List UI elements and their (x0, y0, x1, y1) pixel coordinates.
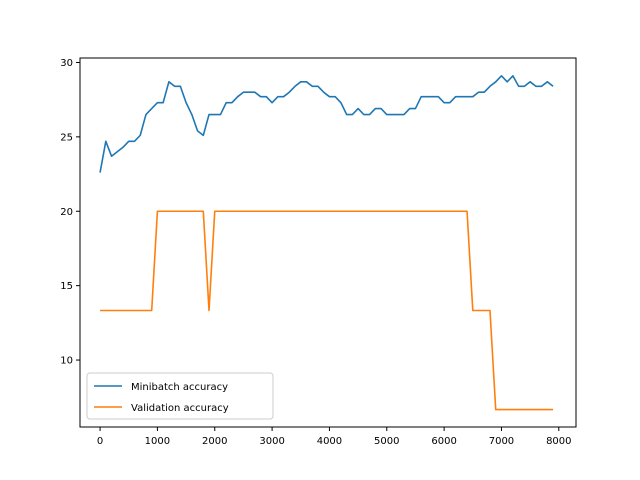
series-line-0 (99, 75, 554, 173)
x-axis: 0 1000 2000 3000 4000 5000 6000 7000 8000 (97, 427, 572, 447)
x-tick-label: 8000 (546, 436, 571, 447)
legend-label-validation: Validation accuracy (131, 403, 229, 414)
legend-label-minibatch: Minibatch accuracy (131, 382, 228, 393)
x-tick-label: 3000 (259, 436, 284, 447)
series-line-1 (100, 210, 554, 411)
y-axis: 10 15 20 25 30 (60, 58, 80, 367)
y-tick-label: 15 (60, 281, 73, 292)
y-tick-label: 25 (60, 132, 73, 143)
x-tick-label: 6000 (431, 436, 456, 447)
x-tick-label: 0 (97, 436, 103, 447)
y-tick-label: 30 (60, 58, 73, 69)
x-tick-label: 7000 (489, 436, 514, 447)
y-tick-label: 20 (60, 207, 73, 218)
x-tick-label: 1000 (145, 436, 170, 447)
series-layer (99, 75, 554, 411)
legend: Minibatch accuracy Validation accuracy (86, 372, 274, 420)
legend-box (86, 372, 274, 420)
x-tick-label: 4000 (317, 436, 342, 447)
y-tick-label: 10 (60, 356, 73, 367)
axes-frame (79, 57, 577, 428)
x-tick-label: 2000 (202, 436, 227, 447)
x-tick-label: 5000 (374, 436, 399, 447)
